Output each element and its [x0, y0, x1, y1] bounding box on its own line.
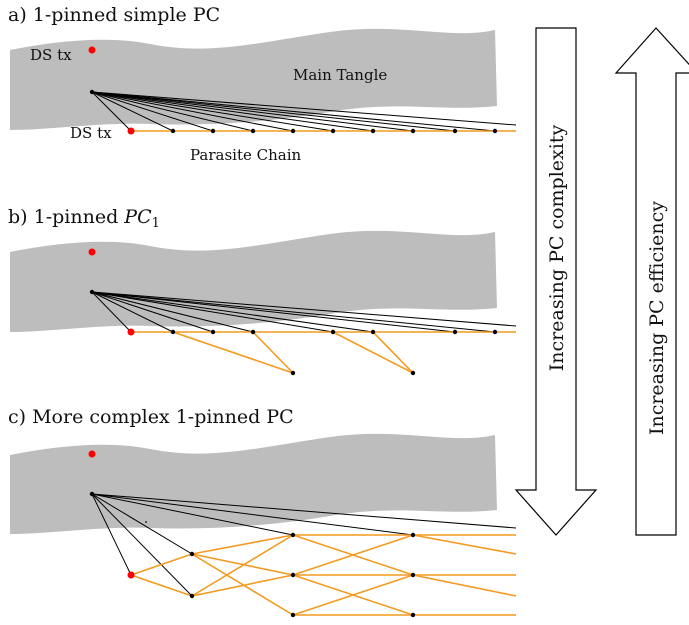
double-spend-tx-parasite-b: [127, 328, 135, 336]
ds-tx-label-top: DS tx: [30, 46, 72, 64]
pin-edges-a: [91, 91, 517, 132]
double-spend-tx-parasite-c: [127, 571, 135, 579]
parasite-chain-b: [131, 331, 516, 374]
parasite-chain-c: [130, 534, 517, 616]
double-spend-tx-honest-c: [88, 450, 96, 458]
panel-a-title: a) 1-pinned simple PC: [8, 4, 220, 26]
panel-c: c) More complex 1-pinned PC: [8, 406, 517, 618]
chain-nodes-b: [89, 289, 498, 376]
pin-edges-b: [91, 291, 517, 333]
efficiency-arrow: Increasing PC efficiency: [614, 27, 689, 536]
pin-edges-c: [91, 493, 517, 597]
double-spend-tx-honest-a: [88, 46, 96, 54]
ds-tx-label-bottom: DS tx: [70, 124, 112, 142]
parasite-chain-label: Parasite Chain: [190, 146, 302, 164]
complexity-arrow-label: Increasing PC complexity: [546, 125, 568, 372]
chain-nodes-c: [89, 491, 416, 618]
chain-nodes-a: [89, 89, 498, 134]
main-tangle-shape: [10, 230, 497, 332]
panel-c-title: c) More complex 1-pinned PC: [8, 406, 294, 428]
efficiency-arrow-label: Increasing PC efficiency: [646, 201, 668, 435]
main-tangle-label: Main Tangle: [293, 66, 387, 84]
double-spend-tx-honest-b: [88, 248, 96, 256]
double-spend-tx-parasite-a: [127, 127, 135, 135]
main-tangle-shape: [10, 433, 497, 534]
panel-a: a) 1-pinned simple PC DS tx Main Tangle …: [8, 4, 517, 164]
panel-b-title: b) 1-pinned PC1: [8, 206, 160, 231]
panel-b: b) 1-pinned PC1: [8, 206, 517, 376]
complexity-arrow: Increasing PC complexity: [514, 27, 598, 536]
